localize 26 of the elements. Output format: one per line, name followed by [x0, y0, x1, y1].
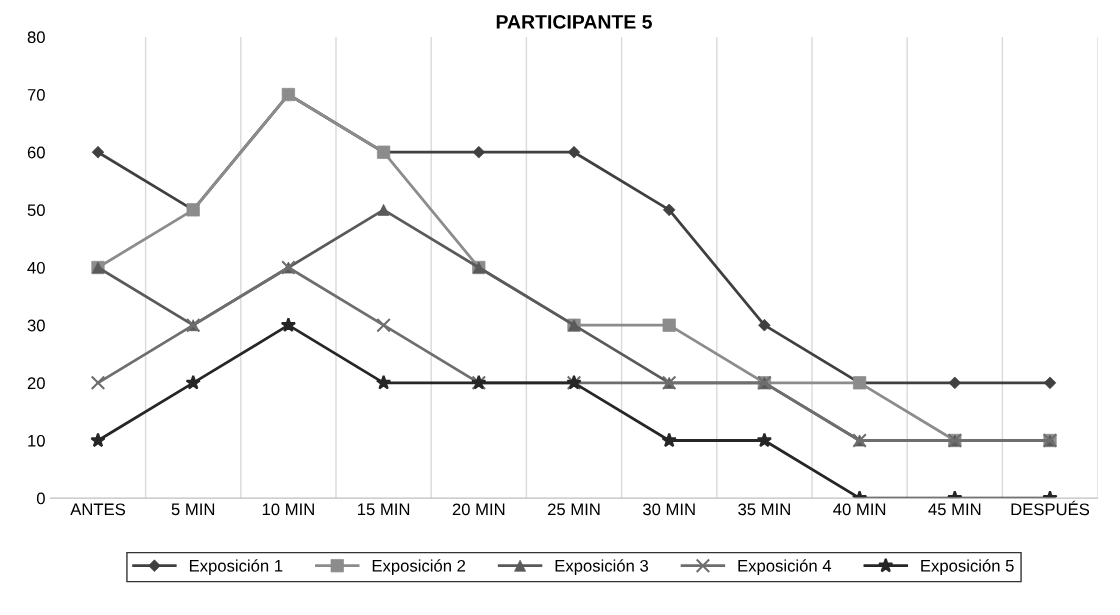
- x-tick-label: 35 MIN: [738, 503, 790, 516]
- y-tick-label: 40: [27, 261, 45, 274]
- x-tick-label: 5 MIN: [171, 503, 215, 516]
- x-tick-label: 45 MIN: [928, 503, 981, 516]
- y-tick-label: 20: [27, 377, 45, 390]
- legend-label: Exposición 3: [555, 559, 649, 576]
- x-tick-label: 20 MIN: [452, 503, 505, 516]
- y-tick-label: 80: [27, 31, 45, 44]
- legend-label: Exposición 1: [189, 559, 283, 576]
- y-tick-label: 70: [27, 88, 45, 101]
- y-tick-label: 10: [28, 434, 45, 447]
- x-tick-label: 30 MIN: [642, 503, 695, 516]
- x-tick-label: 10 MIN: [262, 503, 314, 516]
- x-tick-label: 40 MIN: [833, 503, 886, 516]
- y-tick-label: 0: [36, 492, 45, 505]
- x-tick-label: ANTES: [70, 503, 126, 516]
- legend-label: Exposición 4: [738, 559, 832, 576]
- y-tick-label: 50: [27, 204, 45, 217]
- legend-label: Exposición 5: [921, 559, 1014, 576]
- y-tick-label: 30: [27, 319, 45, 332]
- x-tick-label: 15 MIN: [358, 503, 410, 516]
- y-tick-label: 60: [27, 146, 45, 159]
- x-tick-label: DESPUÉS: [1011, 500, 1090, 516]
- legend-label: Exposición 2: [372, 559, 466, 576]
- chart-title: PARTICIPANTE 5: [496, 14, 652, 29]
- x-tick-label: 25 MIN: [547, 503, 600, 516]
